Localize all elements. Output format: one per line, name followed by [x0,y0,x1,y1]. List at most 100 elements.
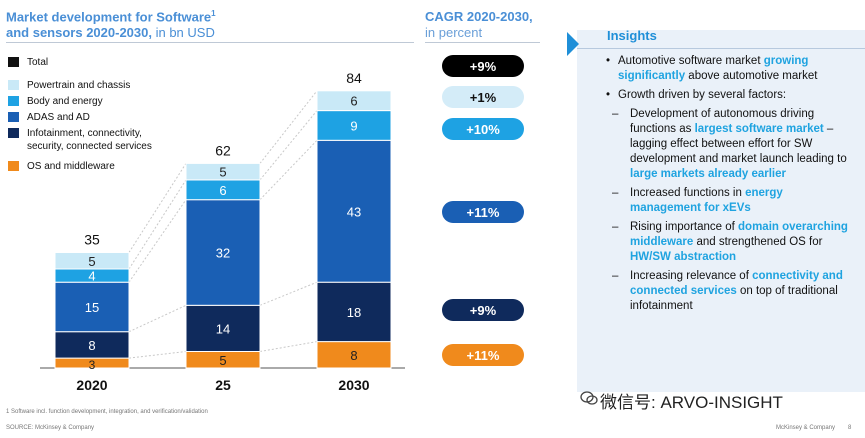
cagr-pill: +9% [442,55,524,77]
total-label: 35 [84,232,100,248]
bar-value-label: 6 [219,183,226,198]
source-note: SOURCE: McKinsey & Company [6,425,95,431]
category-label: 2030 [338,377,369,393]
dash-icon: – [612,221,619,233]
insight-text: – lagging effect between effort for SW d… [630,123,847,165]
connector-line [128,199,187,283]
connector-line [128,163,187,253]
chevron-right-icon [567,32,579,56]
legend-label: OS and middleware [27,161,115,172]
connector-line [259,281,318,306]
dash-icon: – [612,270,619,282]
bar-value-label: 32 [216,246,230,261]
legend-item: Body and energy [8,95,103,108]
connector-line [259,110,318,181]
insight-highlight: large markets already earlier [630,168,786,180]
bar-segment [185,199,261,306]
insight-text: on top of traditional infotainment [630,285,838,312]
insight-highlight: largest software market [694,123,824,135]
insight-highlight: domain overarching middleware [630,221,848,248]
category-label: 25 [215,377,231,393]
bullet-icon: • [606,89,611,101]
insight-text: Automotive software market [618,55,764,67]
bar-value-label: 5 [88,254,95,269]
bullet-icon: • [606,55,611,67]
insight-text: above automotive market [685,70,818,82]
bar-value-label: 6 [350,94,357,109]
bar-value-label: 5 [219,165,226,180]
insight-text: and strengthened OS for [693,236,823,248]
dash-icon: – [612,108,619,120]
bar-segment [316,139,392,283]
bar-value-label: 3 [89,358,96,372]
insights-panel [577,30,865,392]
bar-value-label: 43 [347,204,361,219]
cagr-pill: +1% [442,86,524,108]
insight-highlight: growing significantly [618,55,809,82]
bar-segment [316,281,392,343]
bar-value-label: 18 [347,305,361,320]
bar-segment [316,341,392,369]
legend-label: Infotainment, connectivity, security, con… [27,128,152,152]
bar-segment [185,162,261,181]
insights-list: • Automotive software market growing sign… [606,54,856,318]
legend-item: ADAS and AD [8,111,90,124]
legend-item: Infotainment, connectivity, security, con… [8,127,152,153]
bar-segment [316,90,392,112]
bar-segment [185,304,261,352]
insight-text: Increased functions in [630,187,746,199]
insight-item: • Growth driven by several factors: [606,88,856,103]
connector-line [128,179,187,270]
connector-line [259,90,318,164]
insight-subitem: – Increasing relevance of connectivity an… [606,269,856,314]
insight-text: Growth driven by several factors: [618,89,787,101]
bar-segment [54,252,130,270]
insight-item: • Automotive software market growing sign… [606,54,856,84]
insight-text: Development of autonomous driving functi… [630,108,815,135]
legend-item: OS and middleware [8,160,115,173]
legend-label: Total [27,57,49,68]
legend-swatch [8,161,19,171]
insight-highlight: HW/SW abstraction [630,251,737,263]
legend-item: Total [8,56,48,69]
cagr-divider [425,42,540,43]
connector-line [259,139,318,201]
legend-label: Powertrain and chassis [27,80,131,91]
connector-line [128,304,187,333]
wechat-icon [580,391,598,405]
insight-text: Increasing relevance of [630,270,753,282]
cagr-pill: +9% [442,299,524,321]
page-number: 8 [848,425,852,431]
insight-text: Rising importance of [630,221,739,233]
insight-highlight: connectivity and connected services [630,270,843,297]
bar-segment [54,281,130,333]
legend-swatch [8,96,19,106]
legend-swatch [8,128,19,138]
cagr-pill: +11% [442,201,524,223]
footer-brand: McKinsey & Company [776,425,836,431]
category-label: 2020 [76,377,107,393]
bar-segment [54,331,130,359]
legend-label: ADAS and AD [27,112,90,123]
bar-value-label: 4 [88,269,95,284]
legend-item: Powertrain and chassis [8,79,130,92]
insight-subitem: – Development of autonomous driving funct… [606,107,856,182]
cagr-pill: +10% [442,118,524,140]
bar-value-label: 9 [350,118,357,133]
insight-subitem: – Increased functions in energy managemen… [606,186,856,216]
chart-title: Market development for Software1 and sen… [6,9,216,41]
total-label: 62 [215,142,231,158]
legend-swatch [8,112,19,122]
bar-value-label: 5 [219,353,226,368]
insight-highlight: energy management for xEVs [630,187,783,214]
bar-value-label: 8 [350,348,357,363]
legend-swatch [8,80,19,90]
connector-line [259,341,318,352]
watermark: 微信号: ARVO-INSIGHT [600,393,783,412]
dash-icon: – [612,187,619,199]
bar-value-label: 14 [216,321,230,336]
insights-title: Insights [607,28,657,43]
bar-value-label: 8 [88,338,95,353]
legend-label: Body and energy [27,96,103,107]
